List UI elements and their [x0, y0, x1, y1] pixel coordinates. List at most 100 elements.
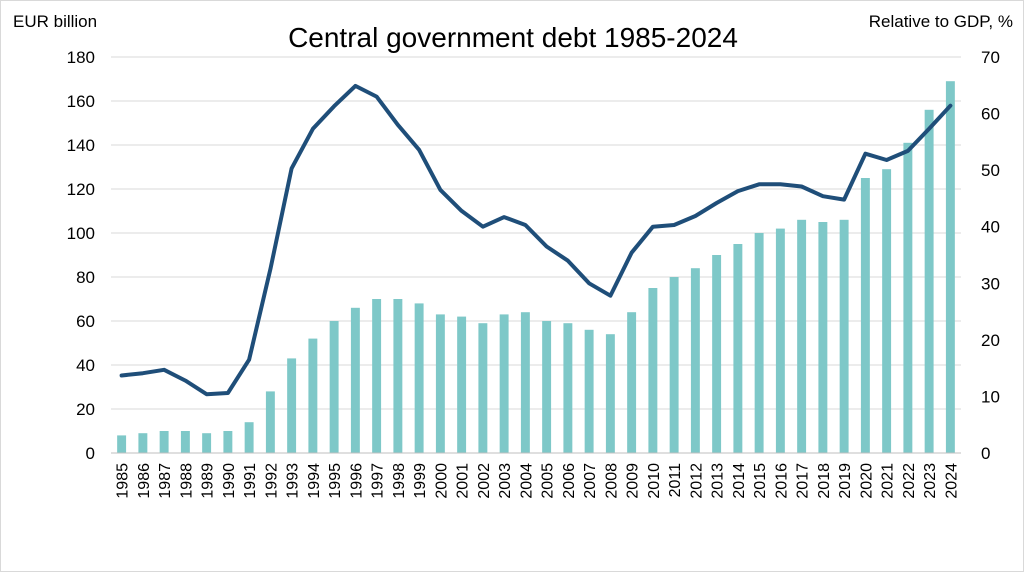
x-tick-label: 1985	[115, 463, 132, 499]
x-tick-label: 2024	[943, 463, 960, 499]
series-line	[119, 83, 953, 397]
bar	[669, 277, 679, 453]
right-axis-label: Relative to GDP, %	[869, 12, 1013, 31]
x-tick-label: 2006	[561, 463, 578, 499]
bar	[712, 255, 722, 453]
bar	[223, 431, 233, 453]
bar	[457, 316, 467, 453]
y2-tick-label: 40	[981, 218, 1000, 237]
bar	[393, 299, 403, 453]
x-tick-label: 2023	[922, 463, 939, 499]
bar	[329, 321, 339, 453]
bar	[584, 329, 594, 453]
x-tick-label: 1988	[178, 463, 195, 499]
bar	[690, 268, 700, 453]
left-axis-label: EUR billion	[13, 12, 97, 31]
bar	[733, 244, 743, 453]
bar	[180, 431, 190, 453]
y-tick-label: 40	[76, 356, 95, 375]
bar	[435, 314, 445, 453]
y-tick-label: 0	[86, 444, 95, 463]
y2-tick-label: 60	[981, 105, 1000, 124]
bar	[797, 219, 807, 453]
bar	[627, 312, 637, 453]
bar	[287, 358, 297, 453]
left-axis-ticks: 0 20 40 60 80 100 120 140 160 180	[67, 48, 95, 463]
x-tick-label: 2003	[497, 463, 514, 499]
bar	[265, 391, 275, 453]
y2-tick-label: 10	[981, 387, 1000, 406]
y-tick-label: 160	[67, 92, 95, 111]
x-tick-label: 1993	[285, 463, 302, 499]
x-tick-label: 2005	[540, 463, 557, 499]
x-tick-label: 1999	[412, 463, 429, 499]
x-tick-label: 1986	[136, 463, 153, 499]
y2-tick-label: 70	[981, 48, 1000, 67]
chart-title: Central government debt 1985-2024	[288, 22, 738, 53]
x-tick-label: 1997	[370, 463, 387, 499]
x-tick-label: 2013	[710, 463, 727, 499]
bar	[775, 228, 785, 453]
bar	[478, 323, 488, 453]
bar	[648, 288, 658, 453]
x-tick-label: 2017	[795, 463, 812, 499]
x-tick-label: 1995	[327, 463, 344, 499]
bar	[499, 314, 509, 453]
x-tick-label: 2012	[688, 463, 705, 499]
bar	[202, 433, 212, 453]
bar	[605, 334, 615, 453]
y-tick-label: 20	[76, 400, 95, 419]
bar	[520, 312, 530, 453]
y-tick-label: 180	[67, 48, 95, 67]
bar	[563, 323, 573, 453]
bar	[308, 338, 318, 453]
right-axis-ticks: 0 10 20 30 40 50 60 70	[981, 48, 1000, 463]
bar	[350, 307, 360, 453]
bar	[244, 422, 254, 453]
x-tick-label: 1992	[263, 463, 280, 499]
x-tick-label: 2018	[816, 463, 833, 499]
y2-tick-label: 30	[981, 274, 1000, 293]
y-tick-label: 120	[67, 180, 95, 199]
x-tick-label: 2014	[731, 463, 748, 499]
x-tick-label: 2021	[880, 463, 897, 499]
x-tick-label: 2011	[667, 463, 684, 498]
y2-tick-label: 20	[981, 331, 1000, 350]
bar	[159, 431, 169, 453]
x-tick-label: 1989	[200, 463, 217, 499]
y-tick-label: 80	[76, 268, 95, 287]
bar	[414, 303, 424, 453]
x-tick-label: 2010	[646, 463, 663, 499]
x-tick-label: 2001	[455, 463, 472, 499]
bar	[818, 222, 828, 453]
x-tick-label: 1994	[306, 463, 323, 499]
y2-tick-label: 0	[981, 444, 990, 463]
x-axis-ticks: 1985 1986 1987 1988 1989 1990 1991 1992 1993 1994…	[115, 463, 961, 499]
x-tick-label: 2004	[518, 463, 535, 499]
y-tick-label: 60	[76, 312, 95, 331]
x-tick-label: 2007	[582, 463, 599, 499]
bar	[903, 142, 913, 454]
x-tick-label: 2000	[433, 463, 450, 499]
bar	[882, 169, 892, 453]
x-tick-label: 2020	[858, 463, 875, 499]
bar	[839, 219, 849, 453]
x-tick-label: 2009	[625, 463, 642, 499]
y2-tick-label: 50	[981, 161, 1000, 180]
y-tick-label: 100	[67, 224, 95, 243]
x-tick-label: 2002	[476, 463, 493, 499]
bar	[754, 233, 764, 453]
y-tick-label: 140	[67, 136, 95, 155]
x-tick-label: 1991	[242, 463, 259, 499]
bar	[372, 299, 382, 453]
x-tick-label: 2022	[901, 463, 918, 499]
x-tick-label: 1996	[348, 463, 365, 499]
x-tick-label: 1990	[221, 463, 238, 499]
x-tick-label: 1998	[391, 463, 408, 499]
bar	[542, 321, 552, 453]
bar	[860, 178, 870, 453]
x-tick-label: 2019	[837, 463, 854, 499]
x-tick-label: 2016	[773, 463, 790, 499]
